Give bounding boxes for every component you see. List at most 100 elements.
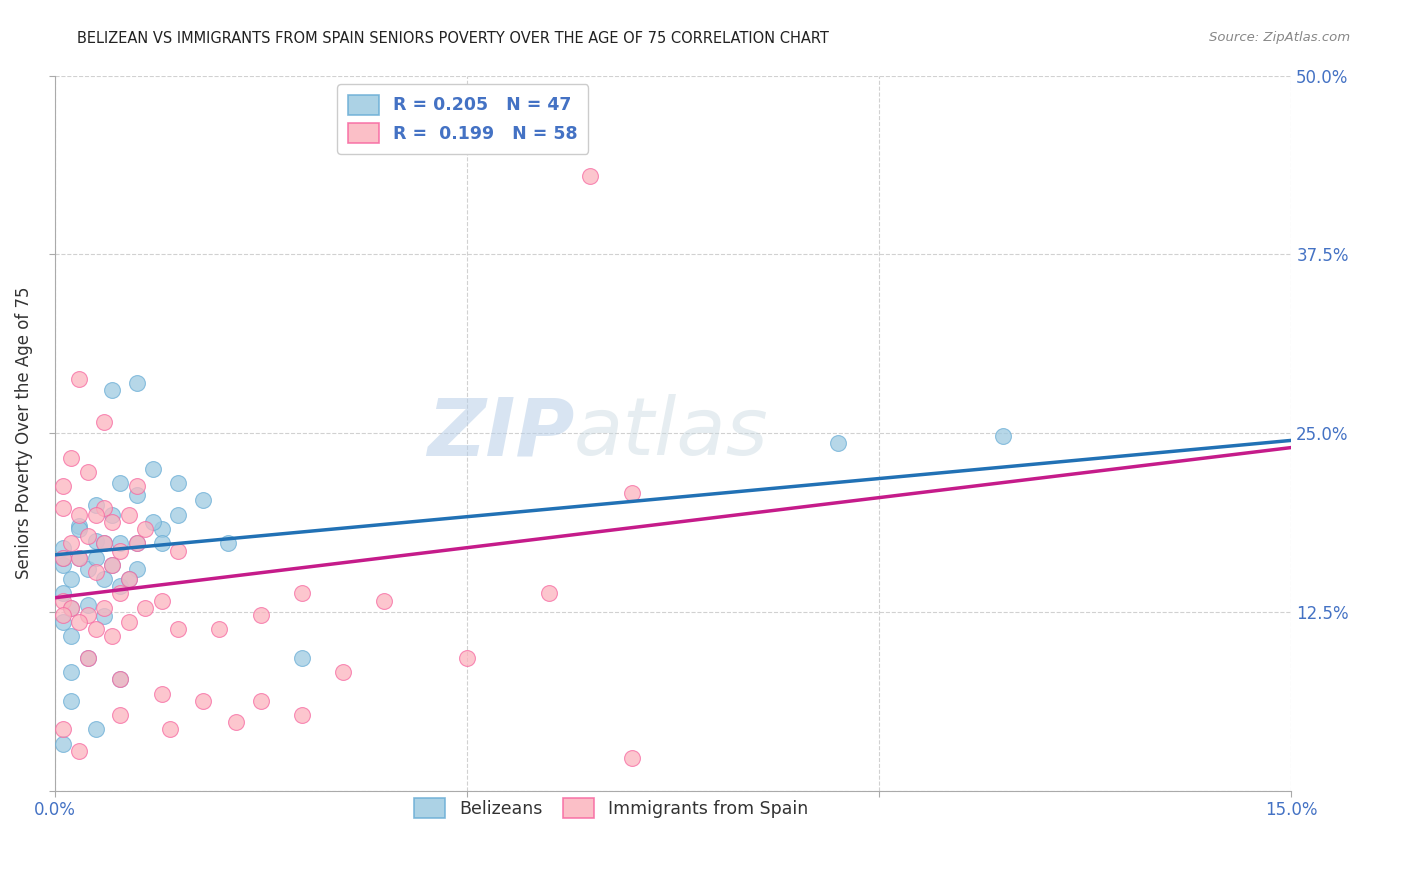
Point	[456, 651, 478, 665]
Point	[332, 665, 354, 680]
Point	[249, 694, 271, 708]
Text: Source: ZipAtlas.com: Source: ZipAtlas.com	[1209, 31, 1350, 45]
Point	[93, 600, 115, 615]
Point	[191, 493, 214, 508]
Text: ZIP: ZIP	[426, 394, 574, 472]
Point	[60, 600, 83, 615]
Legend: Belizeans, Immigrants from Spain: Belizeans, Immigrants from Spain	[406, 791, 815, 825]
Point	[208, 622, 231, 636]
Point	[52, 500, 75, 515]
Point	[67, 550, 90, 565]
Point	[125, 536, 148, 550]
Y-axis label: Seniors Poverty Over the Age of 75: Seniors Poverty Over the Age of 75	[15, 287, 32, 580]
Point	[76, 607, 98, 622]
Text: atlas: atlas	[574, 394, 769, 472]
Point	[67, 615, 90, 629]
Point	[67, 519, 90, 533]
Point	[291, 586, 314, 600]
Point	[52, 607, 75, 622]
Point	[84, 550, 107, 565]
Point	[93, 536, 115, 550]
Point	[60, 536, 83, 550]
Point	[249, 607, 271, 622]
Point	[84, 508, 107, 522]
Text: BELIZEAN VS IMMIGRANTS FROM SPAIN SENIORS POVERTY OVER THE AGE OF 75 CORRELATION: BELIZEAN VS IMMIGRANTS FROM SPAIN SENIOR…	[77, 31, 830, 46]
Point	[52, 550, 75, 565]
Point	[52, 586, 75, 600]
Point	[60, 665, 83, 680]
Point	[167, 476, 190, 491]
Point	[67, 372, 90, 386]
Point	[110, 579, 132, 593]
Point	[579, 169, 602, 183]
Point	[52, 479, 75, 493]
Point	[167, 543, 190, 558]
Point	[142, 515, 165, 529]
Point	[60, 450, 83, 465]
Point	[150, 593, 173, 607]
Point	[101, 508, 124, 522]
Point	[76, 651, 98, 665]
Point	[110, 543, 132, 558]
Point	[110, 673, 132, 687]
Point	[67, 508, 90, 522]
Point	[118, 572, 141, 586]
Point	[125, 376, 148, 391]
Point	[67, 744, 90, 758]
Point	[291, 651, 314, 665]
Point	[125, 562, 148, 576]
Point	[134, 522, 156, 536]
Point	[110, 708, 132, 723]
Point	[620, 751, 643, 765]
Point	[52, 615, 75, 629]
Point	[125, 488, 148, 502]
Point	[150, 536, 173, 550]
Point	[110, 536, 132, 550]
Point	[93, 500, 115, 515]
Point	[827, 436, 849, 450]
Point	[84, 498, 107, 512]
Point	[150, 522, 173, 536]
Point	[191, 694, 214, 708]
Point	[52, 737, 75, 751]
Point	[142, 462, 165, 476]
Point	[159, 723, 181, 737]
Point	[620, 486, 643, 500]
Point	[167, 622, 190, 636]
Point	[52, 723, 75, 737]
Point	[76, 529, 98, 543]
Point	[101, 558, 124, 572]
Point	[60, 600, 83, 615]
Point	[101, 384, 124, 398]
Point	[93, 572, 115, 586]
Point	[84, 565, 107, 579]
Point	[134, 600, 156, 615]
Point	[150, 687, 173, 701]
Point	[93, 609, 115, 624]
Point	[84, 533, 107, 548]
Point	[84, 723, 107, 737]
Point	[225, 715, 247, 730]
Point	[118, 572, 141, 586]
Point	[538, 586, 561, 600]
Point	[52, 541, 75, 555]
Point	[52, 593, 75, 607]
Point	[84, 622, 107, 636]
Point	[291, 708, 314, 723]
Point	[217, 536, 239, 550]
Point	[60, 629, 83, 643]
Point	[118, 615, 141, 629]
Point	[110, 673, 132, 687]
Point	[93, 536, 115, 550]
Point	[101, 558, 124, 572]
Point	[67, 550, 90, 565]
Point	[76, 598, 98, 612]
Point	[67, 522, 90, 536]
Point	[52, 550, 75, 565]
Point	[125, 536, 148, 550]
Point	[110, 586, 132, 600]
Point	[110, 476, 132, 491]
Point	[101, 629, 124, 643]
Point	[76, 562, 98, 576]
Point	[76, 651, 98, 665]
